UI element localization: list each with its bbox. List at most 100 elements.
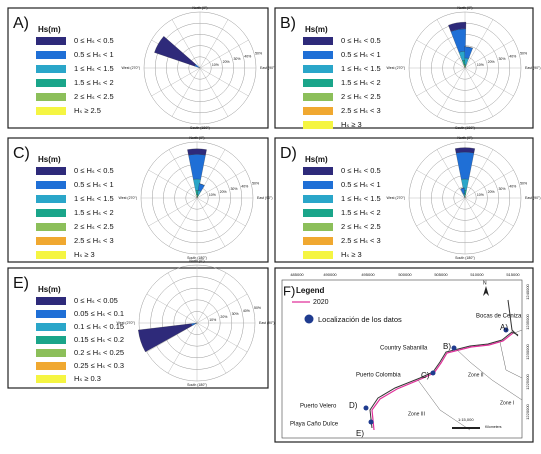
legend-label: 2.5 ≤ Hₛ < 3: [74, 236, 114, 245]
direction-label: South (180°): [190, 126, 210, 130]
legend-label: 0.05 ≤ Hₛ < 0.1: [74, 309, 124, 318]
legend-label: 0.5 ≤ Hₛ < 1: [74, 50, 114, 59]
legend-title: Hs(m): [305, 25, 328, 34]
legend-swatch: [36, 181, 66, 189]
direction-label: North (0°): [189, 259, 204, 263]
r-tick-label: 10%: [209, 193, 216, 197]
legend-swatch: [303, 107, 333, 115]
panel-label: F): [283, 283, 295, 298]
r-tick-label: 40%: [241, 184, 248, 188]
direction-label: West (270°): [119, 196, 137, 200]
legend-swatch: [36, 167, 66, 175]
place-label: Zone III: [408, 411, 425, 417]
legend-label: 0 ≤ Hₛ < 0.5: [341, 36, 381, 45]
legend-swatch: [36, 79, 66, 87]
legend-label: 2 ≤ Hₛ < 2.5: [341, 222, 381, 231]
panel-label: E): [13, 275, 29, 292]
place-label: B): [443, 342, 451, 351]
rose-wedge: [455, 148, 475, 153]
panel-label: A): [13, 15, 29, 32]
direction-label: East (90°): [257, 196, 273, 200]
legend-label: 2.5 ≤ Hₛ < 3: [341, 236, 381, 245]
legend-label: Hₛ ≥ 3: [341, 250, 362, 259]
legend-swatch: [36, 375, 66, 383]
site: [364, 406, 369, 411]
legend-label: 2.5 ≤ Hₛ < 3: [341, 106, 381, 115]
place-label: A): [500, 323, 508, 332]
direction-label: South (180°): [187, 383, 207, 387]
coord-label: 1225000: [525, 373, 530, 389]
r-tick-label: 50%: [255, 51, 262, 55]
legend-swatch: [36, 209, 66, 217]
place-label: Zone I: [500, 400, 514, 406]
coord-label: 1235000: [525, 313, 530, 329]
legend-title: Legend: [296, 286, 325, 295]
coord-label: 505000: [434, 272, 448, 277]
place-label: Playa Caño Dulce: [290, 422, 339, 428]
legend-label: Hₛ ≥ 0.3: [74, 374, 101, 383]
legend-swatch: [36, 107, 66, 115]
coord-label: 485000: [290, 272, 304, 277]
direction-label: East (90°): [259, 321, 275, 325]
direction-label: East (90°): [260, 66, 276, 70]
legend-label: Hₛ ≥ 3: [341, 120, 362, 129]
legend-title: Hs(m): [38, 285, 61, 294]
legend-label: 1.5 ≤ Hₛ < 2: [74, 208, 114, 217]
r-tick-label: 50%: [520, 181, 527, 185]
legend-label: 0.25 ≤ Hₛ < 0.3: [74, 361, 124, 370]
r-tick-label: 50%: [252, 181, 259, 185]
legend-label: Hₛ ≥ 3: [74, 250, 95, 259]
legend-point: [305, 315, 314, 324]
place-label: Zone II: [468, 372, 484, 378]
legend-swatch: [303, 181, 333, 189]
legend-label: Localización de los datos: [318, 315, 402, 324]
legend-label: 2 ≤ Hₛ < 2.5: [341, 92, 381, 101]
coord-label: 490000: [323, 272, 337, 277]
panel-label: C): [13, 145, 30, 162]
site: [452, 346, 457, 351]
place-label: Bocas de Ceniza: [476, 314, 522, 320]
legend-label: 1.5 ≤ Hₛ < 2: [341, 78, 381, 87]
legend-swatch: [36, 51, 66, 59]
legend-label: 1.5 ≤ Hₛ < 2: [341, 208, 381, 217]
r-tick-label: 30%: [232, 312, 239, 316]
r-tick-label: 30%: [498, 57, 505, 61]
legend-label: 0.2 ≤ Hₛ < 0.25: [74, 348, 124, 357]
legend-label: 2 ≤ Hₛ < 2.5: [74, 92, 114, 101]
legend-swatch: [303, 237, 333, 245]
legend-swatch: [36, 310, 66, 318]
legend-swatch: [36, 65, 66, 73]
site: [431, 371, 436, 376]
r-tick-label: 40%: [243, 309, 250, 313]
direction-label: North (0°): [189, 136, 204, 140]
scale-label: Kilometers: [485, 425, 502, 429]
direction-label: East (90°): [525, 196, 541, 200]
legend-label: Hₛ ≥ 2.5: [74, 106, 101, 115]
legend-label: 0 ≤ Hₛ < 0.05: [74, 296, 118, 305]
direction-label: North (0°): [457, 6, 472, 10]
direction-label: South (180°): [455, 256, 475, 260]
panel-label: B): [280, 15, 296, 32]
r-tick-label: 40%: [244, 54, 251, 58]
legend-label: 1 ≤ Hₛ < 1.5: [74, 64, 114, 73]
rose-wedge: [187, 149, 206, 155]
legend-title: Hs(m): [305, 155, 328, 164]
r-tick-label: 20%: [220, 190, 227, 194]
legend-swatch: [36, 323, 66, 331]
coord-label: 515000: [506, 272, 520, 277]
legend-swatch: [303, 37, 333, 45]
direction-label: West (270°): [117, 321, 135, 325]
r-tick-label: 10%: [212, 63, 219, 67]
r-tick-label: 20%: [488, 190, 495, 194]
legend-swatch: [303, 93, 333, 101]
legend-swatch: [303, 51, 333, 59]
legend-label: 0 ≤ Hₛ < 0.5: [341, 166, 381, 175]
legend-swatch: [36, 336, 66, 344]
legend-swatch: [36, 93, 66, 101]
legend-swatch: [303, 195, 333, 203]
coord-label: 1240000: [525, 283, 530, 299]
r-tick-label: 30%: [233, 57, 240, 61]
r-tick-label: 50%: [254, 306, 261, 310]
